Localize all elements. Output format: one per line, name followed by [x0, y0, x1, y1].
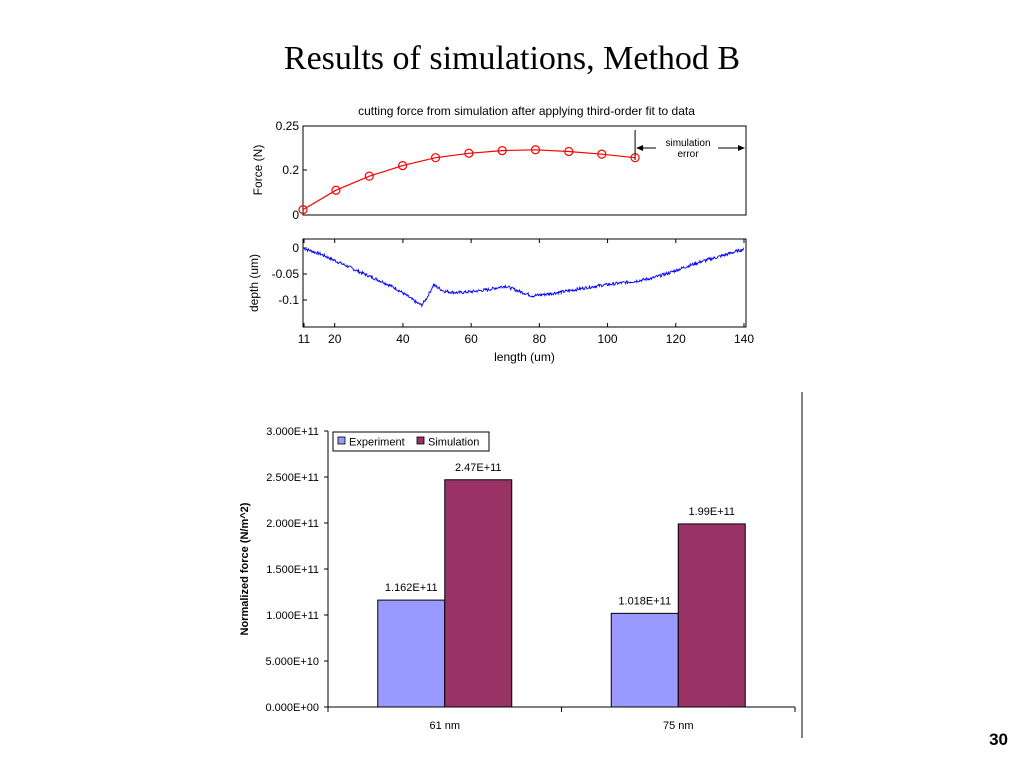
- force-data-point: [397, 161, 408, 171]
- simulation-error-label-line1: simulation: [665, 138, 710, 149]
- force-data-point: [298, 205, 308, 215]
- force-y-tick-label: 0: [292, 208, 299, 222]
- bar-experiment: [377, 599, 446, 708]
- depth-x-tick-label: 140: [734, 332, 754, 346]
- legend-label-simulation: Simulation: [428, 437, 479, 449]
- simulation-error-label-line2: error: [677, 149, 699, 160]
- force-series-line: [302, 149, 636, 211]
- force-chart-title: cutting force from simulation after appl…: [358, 104, 695, 118]
- depth-x-tick-label: 60: [464, 332, 478, 346]
- simulation-error-arrowhead-right: [738, 145, 745, 151]
- bar-legend: Experiment Simulation: [332, 431, 490, 452]
- bar-y-tick-label: 2.000E+11: [266, 518, 319, 530]
- legend-swatch-simulation: [416, 436, 425, 445]
- simulation-error-arrowhead-left: [636, 145, 644, 151]
- depth-x-tick-label: 120: [666, 332, 686, 346]
- depth-x-tick-label: 11: [298, 332, 311, 346]
- bar-data-label: 2.47E+11: [455, 462, 502, 474]
- force-data-point: [364, 171, 374, 181]
- page-number: 30: [989, 730, 1008, 749]
- bar-y-tick-label: 1.000E+11: [266, 610, 319, 622]
- bar-category-label: 75 nm: [663, 720, 694, 732]
- normalized-force-bar-chart: 0.000E+00 5.000E+10 1.000E+11 1.500E+11 2.00…: [239, 426, 796, 732]
- bar-data-label: 1.018E+11: [618, 595, 671, 607]
- force-data-point: [597, 149, 607, 159]
- depth-y-axis-label: depth (um): [247, 254, 261, 312]
- force-data-point: [564, 146, 574, 157]
- force-data-point: [530, 145, 541, 155]
- legend-swatch-experiment: [337, 436, 346, 445]
- bar-y-tick-label: 2.500E+11: [266, 472, 319, 484]
- bar-y-tick-label: 1.500E+11: [266, 564, 319, 576]
- force-chart: cutting force from simulation after appl…: [251, 104, 747, 222]
- depth-x-axis-label: length (um): [494, 350, 555, 364]
- bar-simulation: [444, 479, 513, 708]
- depth-x-tick-label: 20: [328, 332, 342, 346]
- bar-experiment: [610, 612, 679, 708]
- bar-category-label: 61 nm: [429, 720, 460, 732]
- slide-title: Results of simulations, Method B: [283, 40, 741, 77]
- depth-x-tick-label: 40: [396, 332, 410, 346]
- depth-y-tick-label: -0.1: [278, 293, 299, 307]
- depth-chart: 0 -0.05 -0.1 11 20 40 60 80 100 120 140 length (um)…: [247, 238, 754, 364]
- force-y-axis-label: Force (N): [251, 145, 265, 196]
- bar-y-axis-label: Normalized force (N/m^2): [239, 502, 251, 635]
- force-data-point: [464, 148, 474, 158]
- force-data-point: [331, 185, 341, 195]
- depth-x-tick-label: 80: [533, 332, 547, 346]
- bar-y-tick-label: 3.000E+11: [266, 426, 319, 438]
- force-data-point: [430, 153, 441, 163]
- bar-data-label: 1.99E+11: [688, 506, 735, 518]
- legend-label-experiment: Experiment: [349, 437, 405, 449]
- bar-data-label: 1.162E+11: [385, 582, 438, 594]
- depth-plot-frame: [302, 238, 747, 328]
- depth-y-tick-label: 0: [292, 241, 299, 255]
- force-y-tick-label: 0.25: [276, 119, 300, 133]
- depth-y-tick-label: -0.05: [272, 267, 300, 281]
- bar-simulation: [677, 523, 746, 708]
- force-y-tick-label: 0.2: [282, 163, 299, 177]
- bar-y-tick-label: 0.000E+00: [265, 702, 319, 714]
- depth-series-line: [304, 247, 745, 308]
- bar-y-tick-label: 5.000E+10: [265, 656, 319, 668]
- force-plot-frame: [302, 125, 747, 216]
- depth-x-tick-label: 100: [598, 332, 618, 346]
- force-data-point: [497, 146, 507, 156]
- legend-frame: [332, 431, 490, 452]
